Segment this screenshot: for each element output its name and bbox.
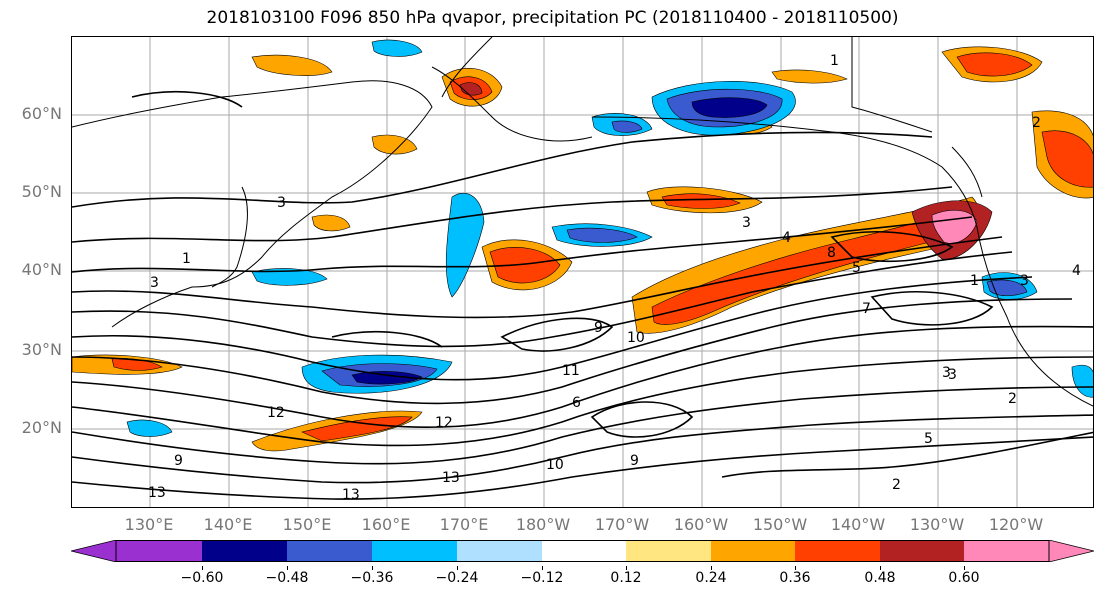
colorbar-segment xyxy=(116,540,202,562)
colorbar-svg xyxy=(70,539,1095,563)
contour-label: 1 xyxy=(182,251,191,267)
contour-label: 12 xyxy=(267,405,285,421)
map-panel: 1 2 3 3 4 5 8 9 10 11 12 13 1 3 4 2 3 5 … xyxy=(71,36,1094,508)
lat-label-50n: 50°N xyxy=(21,182,62,201)
lat-label-30n: 30°N xyxy=(21,340,62,359)
contour-labels: 1 2 3 3 4 5 8 9 10 11 12 13 1 3 4 2 3 5 … xyxy=(148,53,1081,503)
contour-label: 7 xyxy=(862,301,871,317)
contour-label: 2 xyxy=(1032,115,1041,131)
lon-label: 160°W xyxy=(673,515,729,534)
contour-label: 3 xyxy=(742,215,751,231)
contour-label: 3 xyxy=(948,367,957,383)
colorbar-outline xyxy=(115,540,1050,562)
colorbar-segment xyxy=(795,540,880,562)
colorbar-tick-label: −0.36 xyxy=(350,570,394,586)
colorbar-tick-label: −0.48 xyxy=(265,570,309,586)
colorbar-segment xyxy=(542,540,626,562)
colorbar-tick-label: 0.60 xyxy=(948,570,980,586)
contour-label: 4 xyxy=(1072,263,1081,279)
contour-label: 9 xyxy=(174,453,183,469)
lon-label: 150°W xyxy=(752,515,808,534)
colorbar-tick-label: 0.48 xyxy=(864,570,896,586)
lon-label: 140°W xyxy=(830,515,886,534)
colorbar-tickmark xyxy=(626,566,627,570)
lat-label-40n: 40°N xyxy=(21,260,62,279)
contour-label: 5 xyxy=(852,260,861,276)
lat-label-60n: 60°N xyxy=(21,104,62,123)
contour-label: 13 xyxy=(442,470,460,486)
contour-label: 3 xyxy=(1020,273,1029,289)
contour-label: 1 xyxy=(970,273,979,289)
contour-label: 11 xyxy=(562,363,580,379)
contour-label: 8 xyxy=(827,245,836,261)
graticule xyxy=(72,37,1093,507)
contour-label: 9 xyxy=(594,320,603,336)
precip-negative-fill xyxy=(126,39,1093,437)
contour-label: 1 xyxy=(830,53,839,69)
colorbar-segment xyxy=(880,540,964,562)
colorbar-tick-label: −0.12 xyxy=(520,570,564,586)
contour-label: 13 xyxy=(148,485,166,501)
colorbar-max-triangle xyxy=(1048,539,1095,563)
colorbar-tickmark xyxy=(542,566,543,570)
contour-label: 10 xyxy=(546,457,564,473)
colorbar-tickmark xyxy=(795,566,796,570)
lon-label: 140°E xyxy=(203,515,253,534)
colorbar-segment xyxy=(457,540,542,562)
colorbar-tickmark xyxy=(964,566,965,570)
colorbar-segment xyxy=(372,540,457,562)
lon-label: 180°W xyxy=(515,515,571,534)
colorbar-tickmark xyxy=(202,566,203,570)
lon-label: 150°E xyxy=(282,515,332,534)
colorbar-segment xyxy=(202,540,287,562)
map-canvas: 1 2 3 3 4 5 8 9 10 11 12 13 1 3 4 2 3 5 … xyxy=(72,37,1093,507)
colorbar-tickmark xyxy=(457,566,458,570)
colorbar-segment xyxy=(711,540,795,562)
contour-label: 13 xyxy=(342,487,360,503)
lon-label: 130°W xyxy=(909,515,965,534)
colorbar-min-triangle xyxy=(70,539,117,563)
colorbar-ticks: −0.60 −0.48 −0.36 −0.24 −0.12 0.12 0.24 … xyxy=(71,566,1094,596)
contour-label: 2 xyxy=(1008,391,1017,407)
contour-label: 12 xyxy=(435,415,453,431)
colorbar-tickmark xyxy=(372,566,373,570)
colorbar-tick-label: 0.12 xyxy=(610,570,642,586)
contour-label: 4 xyxy=(782,230,791,246)
colorbar-tick-label: 0.36 xyxy=(779,570,811,586)
colorbar xyxy=(70,539,1095,563)
contour-label: 3 xyxy=(942,365,951,381)
contour-label: 5 xyxy=(924,431,933,447)
colorbar-tickmark xyxy=(287,566,288,570)
colorbar-segment xyxy=(287,540,372,562)
contour-label: 2 xyxy=(892,477,901,493)
contour-label: 10 xyxy=(627,330,645,346)
lon-label: 170°W xyxy=(594,515,650,534)
lat-label-20n: 20°N xyxy=(21,418,62,437)
contour-label: 9 xyxy=(630,453,639,469)
colorbar-tick-label: −0.24 xyxy=(435,570,479,586)
colorbar-tickmark xyxy=(880,566,881,570)
lon-label: 120°W xyxy=(988,515,1044,534)
qvapor-contours xyxy=(72,91,1093,500)
colorbar-tick-label: 0.24 xyxy=(695,570,727,586)
colorbar-tickmark xyxy=(711,566,712,570)
colorbar-tick-label: −0.60 xyxy=(180,570,224,586)
contour-label: 3 xyxy=(150,275,159,291)
colorbar-segment xyxy=(626,540,711,562)
contour-label: 6 xyxy=(572,395,581,411)
lon-label: 130°E xyxy=(124,515,174,534)
contour-label: 3 xyxy=(277,195,286,211)
lon-label: 170°E xyxy=(439,515,489,534)
lon-label: 160°E xyxy=(361,515,411,534)
chart-title: 2018103100 F096 850 hPa qvapor, precipit… xyxy=(206,8,899,28)
colorbar-segment xyxy=(964,540,1049,562)
